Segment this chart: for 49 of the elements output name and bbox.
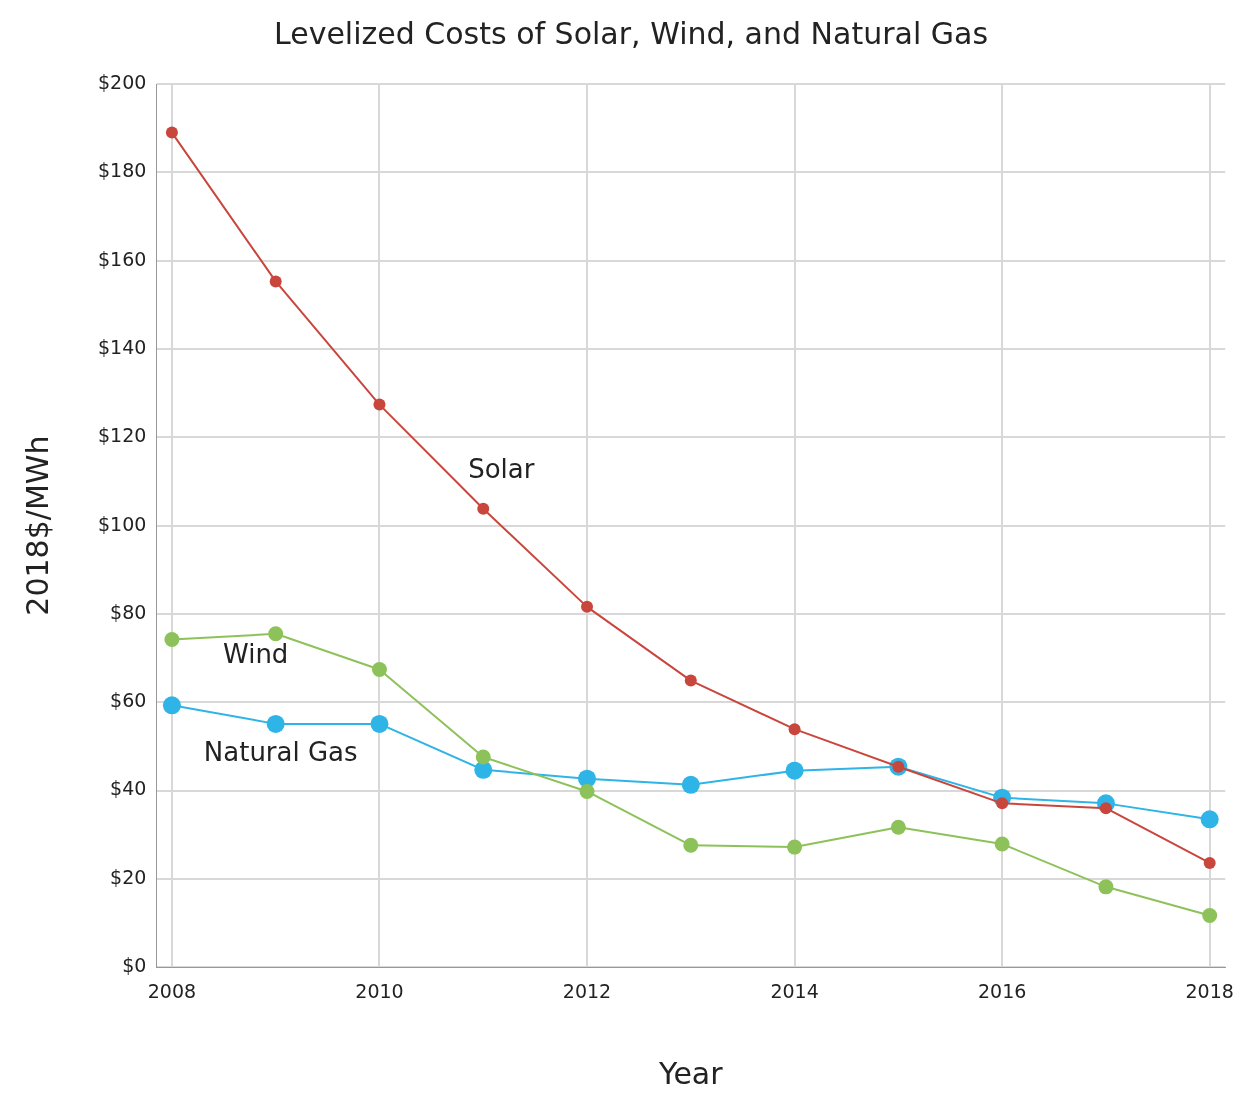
point	[165, 126, 178, 139]
point	[996, 797, 1009, 810]
point	[371, 662, 387, 678]
y-tick-label: $20	[110, 865, 147, 888]
y-axis-title: 2018$/MWh	[19, 435, 55, 616]
point	[370, 714, 389, 733]
point	[1202, 908, 1218, 924]
y-tick-label: $200	[97, 70, 147, 93]
point	[373, 398, 386, 411]
point	[994, 836, 1010, 852]
y-tick-label: $40	[110, 777, 147, 800]
point	[581, 600, 594, 613]
y-tick-label: $60	[110, 689, 147, 712]
y-tick-label: $80	[110, 600, 147, 623]
point	[1098, 879, 1114, 895]
y-tick-label: $180	[97, 159, 147, 182]
point	[1203, 856, 1216, 869]
point	[475, 749, 491, 765]
y-tick-label: $0	[122, 954, 147, 977]
point	[684, 674, 697, 687]
point	[681, 775, 700, 794]
point	[268, 626, 284, 642]
point	[269, 275, 282, 288]
point	[579, 783, 595, 799]
point	[1200, 810, 1219, 829]
series-label: Wind	[223, 638, 289, 669]
point	[788, 723, 801, 736]
point	[787, 839, 803, 855]
y-tick-label: $160	[97, 247, 147, 270]
series-label: Natural Gas	[203, 736, 358, 767]
x-tick-label: 2018	[1185, 979, 1234, 1002]
y-tick-label: $120	[97, 424, 147, 447]
chart-title: Levelized Costs of Solar, Wind, and Natural Gas	[273, 15, 989, 51]
y-tick-label: $140	[97, 335, 147, 358]
y-tick-label: $100	[97, 512, 147, 535]
x-tick-label: 2010	[355, 979, 404, 1002]
x-tick-label: 2016	[977, 979, 1027, 1002]
point	[477, 502, 490, 515]
x-tick-label: 2012	[562, 979, 612, 1002]
point	[162, 696, 181, 715]
point	[683, 837, 699, 853]
point	[785, 761, 804, 780]
series-label: Solar	[468, 453, 535, 484]
point	[266, 714, 285, 733]
x-axis-title: Year	[658, 1055, 724, 1091]
point	[164, 632, 180, 648]
point	[890, 819, 906, 835]
x-tick-label: 2014	[770, 979, 819, 1002]
x-tick-label: 2008	[147, 979, 197, 1002]
